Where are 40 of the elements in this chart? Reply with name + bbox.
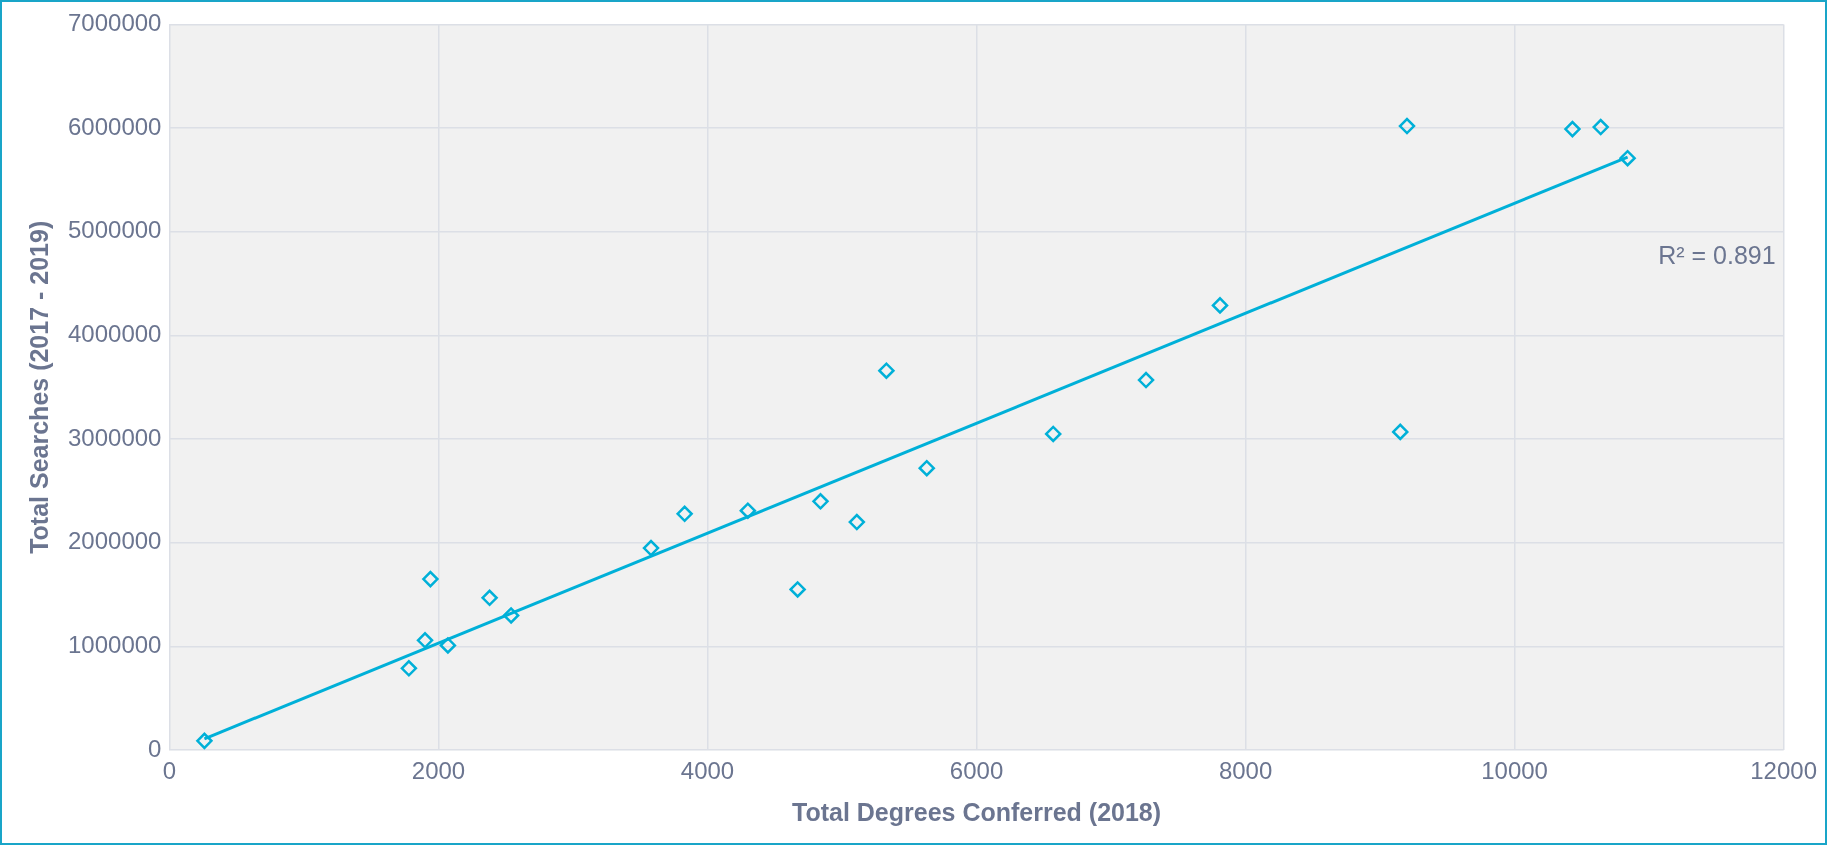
point (848, 513, 866, 531)
point (196, 732, 213, 750)
point (400, 660, 418, 677)
point (739, 502, 757, 519)
y-tick-label: 0 (148, 734, 162, 762)
point (439, 637, 457, 654)
annotation: R² = 0.891 (1658, 240, 1776, 269)
y-tick-label: 7000000 (68, 9, 162, 37)
point (642, 539, 660, 557)
point (1398, 117, 1416, 135)
point (676, 505, 693, 523)
x-tick-label: 10000 (1481, 757, 1548, 785)
point (1592, 118, 1609, 136)
point (1211, 297, 1229, 314)
y-axis-title: Total Searches (2017 - 2019) (24, 220, 53, 554)
y-tick-label: 6000000 (68, 112, 162, 140)
point (1044, 425, 1062, 443)
x-tick-label: 4000 (680, 757, 735, 785)
y-tick-label: 4000000 (68, 320, 162, 348)
point (1564, 120, 1581, 138)
point (789, 581, 806, 598)
x-axis-title: Total Degrees Conferred (2018) (791, 797, 1162, 826)
point (416, 632, 434, 649)
y-tick-label: 2000000 (68, 527, 162, 555)
point (1392, 423, 1409, 441)
point (502, 607, 520, 624)
point (1137, 371, 1155, 389)
point (1619, 149, 1636, 167)
point (918, 459, 936, 477)
y-tick-label: 5000000 (68, 216, 162, 244)
point (422, 570, 439, 588)
x-tick-label: 8000 (1218, 757, 1273, 785)
x-tick-label: 2000 (411, 757, 466, 785)
point (878, 362, 895, 379)
x-tick-label: 6000 (949, 757, 1004, 785)
x-tick-label: 12000 (1750, 757, 1818, 785)
point (812, 493, 829, 510)
point (481, 589, 498, 607)
y-tick-label: 1000000 (68, 631, 162, 659)
y-tick-label: 3000000 (68, 423, 162, 451)
